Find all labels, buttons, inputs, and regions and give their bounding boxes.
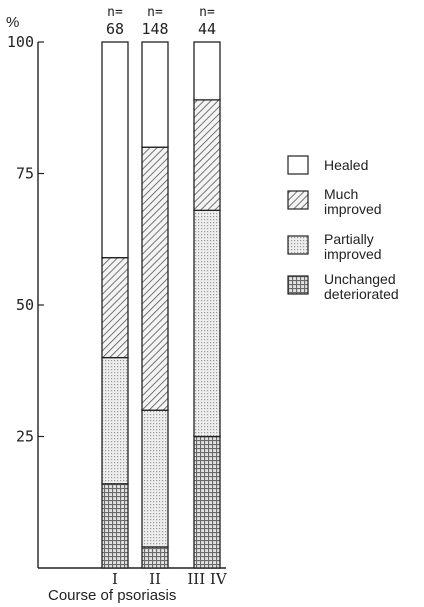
- legend-label: deteriorated: [324, 286, 399, 302]
- bar-segment-dots: [141, 409, 169, 548]
- legend-label: Much: [324, 186, 358, 202]
- x-axis-title: Course of psoriasis: [48, 587, 176, 604]
- bar-segment-hatch: [101, 257, 129, 359]
- n-prefix-label: n=: [147, 5, 163, 20]
- legend-label: improved: [324, 201, 382, 217]
- bar-segment-dots: [193, 209, 221, 438]
- legend-swatch: [287, 190, 309, 210]
- legend: HealedMuchimprovedPartiallyimprovedUncha…: [287, 155, 399, 302]
- bar-segment-white: [193, 41, 221, 101]
- y-tick-label: 75: [16, 165, 34, 183]
- n-prefix-label: n=: [107, 5, 123, 20]
- bar-segment-hatch: [141, 146, 169, 411]
- x-category-label: II: [149, 570, 161, 588]
- n-value-label: 68: [106, 20, 124, 38]
- legend-label: Unchanged: [324, 271, 396, 287]
- n-value-label: 44: [198, 20, 216, 38]
- bar-segment-grid: [141, 546, 169, 569]
- bars-group: [101, 41, 221, 569]
- y-tick-label: 50: [16, 296, 34, 314]
- n-value-label: 148: [141, 20, 168, 38]
- x-axis-labels: I II III IV: [112, 570, 228, 588]
- legend-swatch: [287, 155, 309, 175]
- legend-label: Healed: [324, 157, 368, 173]
- bar-segment-hatch: [193, 99, 221, 211]
- bar-segment-white: [141, 41, 169, 148]
- y-unit-label: %: [6, 14, 19, 31]
- legend-swatch: [287, 275, 309, 295]
- y-tick-label: 100: [7, 33, 34, 51]
- x-category-label: I: [112, 570, 118, 588]
- legend-label: improved: [324, 246, 382, 262]
- bar-segment-grid: [101, 483, 129, 569]
- y-axis-ticks: 25 50 75 100: [7, 33, 44, 446]
- bar-segment-grid: [193, 435, 221, 569]
- x-category-label: III IV: [187, 570, 227, 588]
- legend-label: Partially: [324, 231, 374, 247]
- n-prefix-label: n=: [199, 5, 215, 20]
- bar-segment-white: [101, 41, 129, 259]
- legend-swatch: [287, 235, 309, 255]
- bar-segment-dots: [101, 356, 129, 485]
- y-tick-label: 25: [16, 428, 34, 446]
